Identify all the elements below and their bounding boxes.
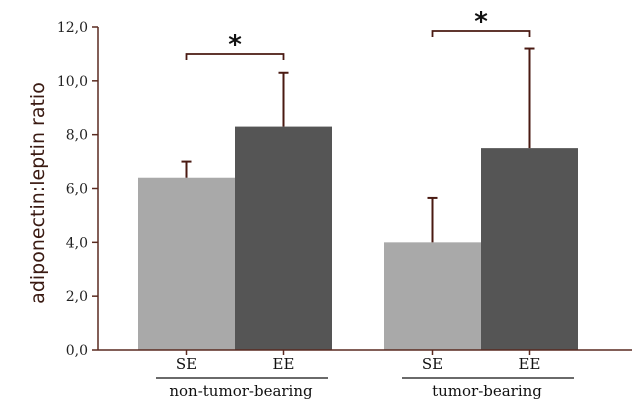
group-label: tumor-bearing — [432, 382, 542, 400]
category-label: SE — [176, 355, 197, 373]
bar-se — [384, 242, 481, 350]
bar-ee — [235, 126, 332, 350]
bars: ** — [138, 7, 578, 350]
y-tick-label: 0,0 — [66, 343, 88, 359]
bar-se — [138, 177, 235, 350]
significance-bracket — [185, 53, 285, 60]
y-tick-label: 10,0 — [57, 74, 88, 90]
bar-ee — [481, 148, 578, 350]
y-tick-label: 2,0 — [66, 289, 88, 305]
group-label: non-tumor-bearing — [169, 382, 313, 400]
significance-star: * — [474, 7, 488, 37]
y-tick-label: 8,0 — [66, 128, 88, 144]
y-axis-title: adiponectin:leptin ratio — [27, 82, 49, 304]
y-axis: 0,0 2,0 4,0 6,0 8,0 10,0 12,0 — [57, 20, 99, 359]
significance-star: * — [228, 30, 242, 60]
category-label: SE — [422, 355, 443, 373]
category-label: EE — [519, 355, 541, 373]
significance-bracket — [431, 30, 531, 37]
category-label: EE — [273, 355, 295, 373]
x-axis: SE EE non-tumor-bearing SE EE tumor-bearing — [98, 349, 632, 400]
y-tick-label: 12,0 — [57, 20, 88, 36]
y-tick-label: 4,0 — [66, 235, 88, 251]
y-tick-label: 6,0 — [66, 182, 88, 198]
